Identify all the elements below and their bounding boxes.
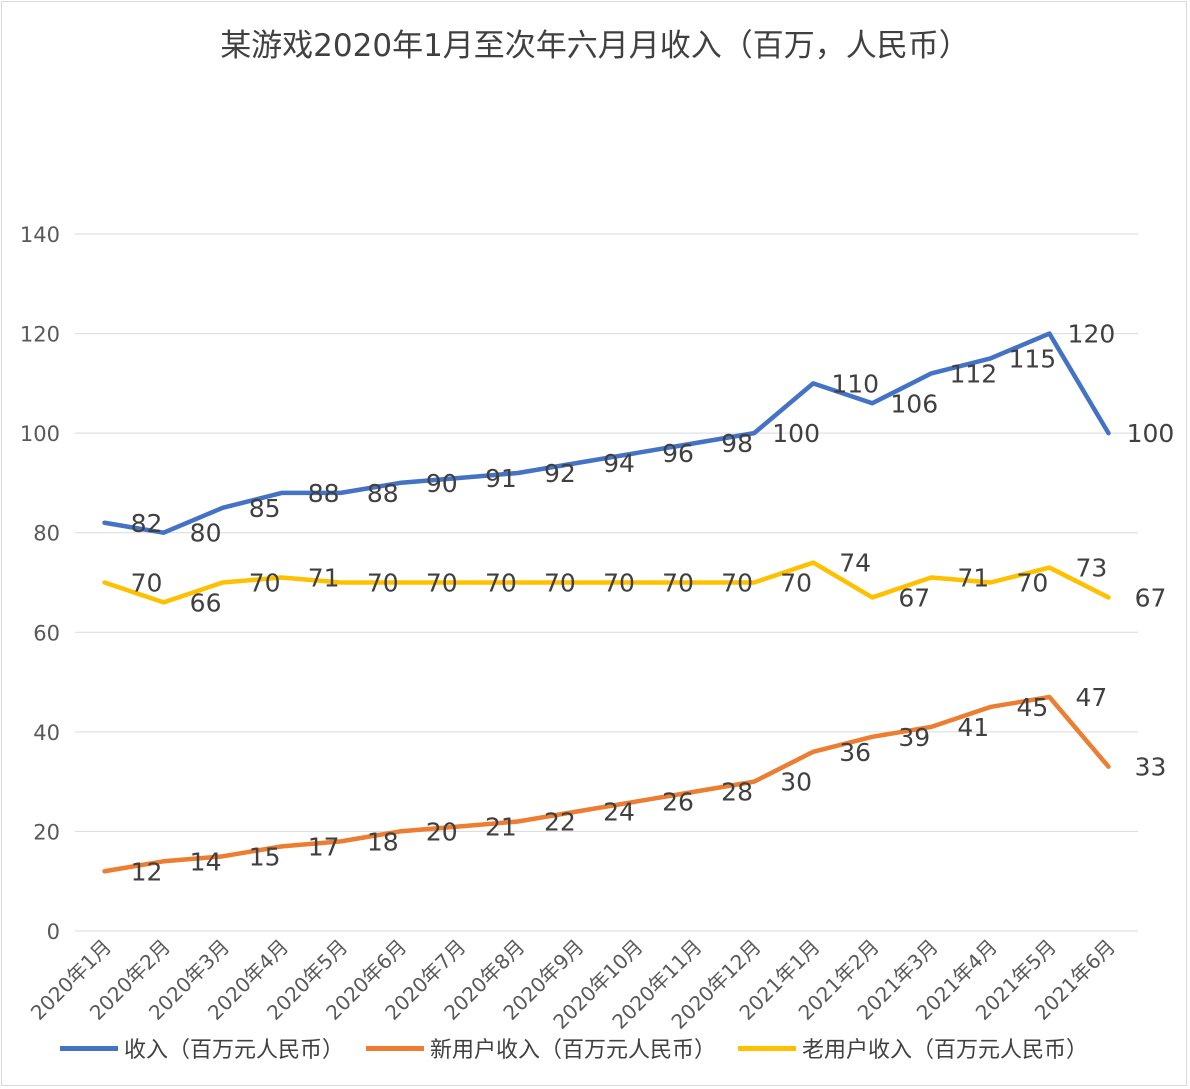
data-label: 94 (603, 449, 635, 478)
data-label: 66 (190, 588, 222, 617)
data-label: 70 (1016, 569, 1048, 598)
y-tick-label: 40 (33, 721, 60, 745)
data-label: 17 (308, 832, 340, 861)
series-line-2 (102, 560, 1111, 605)
data-label: 20 (426, 817, 458, 846)
legend-item-old-users: 老用户收入（百万元人民币） (738, 1032, 1088, 1064)
chart-title: 某游戏2020年1月至次年六月月收入（百万，人民币） (220, 28, 970, 64)
data-label: 120 (1068, 320, 1116, 349)
y-tick-label: 120 (20, 323, 60, 347)
data-label: 22 (544, 807, 576, 836)
data-label: 26 (662, 788, 694, 817)
legend-swatch (60, 1045, 118, 1051)
data-label: 112 (949, 359, 997, 388)
data-label: 106 (890, 389, 938, 418)
data-label: 70 (426, 569, 458, 598)
legend-label: 新用户收入（百万元人民币） (430, 1038, 717, 1063)
legend-label: 收入（百万元人民币） (124, 1038, 345, 1063)
data-label: 100 (1127, 419, 1175, 448)
data-label: 47 (1076, 683, 1108, 712)
data-label: 71 (308, 564, 340, 593)
data-label: 12 (131, 857, 163, 886)
legend-swatch (366, 1045, 425, 1051)
data-label: 24 (603, 798, 635, 827)
data-label: 41 (957, 713, 989, 742)
data-label: 36 (839, 738, 871, 767)
legend-swatch (738, 1045, 797, 1051)
data-label: 33 (1135, 753, 1167, 782)
data-label: 92 (544, 459, 576, 488)
data-label: 91 (485, 464, 517, 493)
data-label: 70 (367, 569, 399, 598)
data-label: 15 (249, 842, 281, 871)
data-label: 28 (721, 778, 753, 807)
data-label: 90 (426, 469, 458, 498)
data-label: 110 (831, 369, 879, 398)
series-line-0 (102, 331, 1111, 535)
data-label: 67 (898, 583, 930, 612)
data-label: 88 (308, 479, 340, 508)
legend: 收入（百万元人民币） 新用户收入（百万元人民币） 老用户收入（百万元人民币） (60, 1032, 1088, 1064)
legend-item-new-users: 新用户收入（百万元人民币） (366, 1032, 716, 1064)
data-label: 115 (1009, 344, 1057, 373)
y-tick-label: 100 (20, 422, 60, 446)
y-tick-label: 20 (33, 820, 60, 844)
data-label: 96 (662, 439, 694, 468)
data-label: 30 (780, 768, 812, 797)
data-label: 82 (131, 509, 163, 538)
y-tick-label: 80 (33, 522, 60, 546)
data-label: 70 (131, 569, 163, 598)
y-tick-label: 140 (20, 223, 60, 247)
data-label: 88 (367, 479, 399, 508)
data-label: 70 (485, 569, 517, 598)
data-label: 39 (898, 723, 930, 752)
data-label: 70 (662, 569, 694, 598)
y-tick-label: 0 (47, 920, 60, 944)
data-label: 71 (957, 564, 989, 593)
data-label: 21 (485, 812, 517, 841)
data-label: 85 (249, 494, 281, 523)
data-label: 80 (190, 519, 222, 548)
data-label: 74 (839, 549, 871, 578)
series-line-1 (102, 694, 1111, 874)
data-label: 98 (721, 429, 753, 458)
legend-item-total: 收入（百万元人民币） (60, 1032, 344, 1064)
data-label: 70 (721, 569, 753, 598)
data-label: 45 (1016, 693, 1048, 722)
data-label: 70 (780, 569, 812, 598)
data-label: 67 (1135, 583, 1167, 612)
y-tick-label: 60 (33, 621, 60, 645)
legend-label: 老用户收入（百万元人民币） (802, 1038, 1089, 1063)
data-label: 70 (249, 569, 281, 598)
data-label: 70 (603, 569, 635, 598)
data-label: 100 (772, 419, 820, 448)
data-label: 14 (190, 847, 222, 876)
data-label: 73 (1076, 554, 1108, 583)
data-label: 70 (544, 569, 576, 598)
data-label: 18 (367, 827, 399, 856)
